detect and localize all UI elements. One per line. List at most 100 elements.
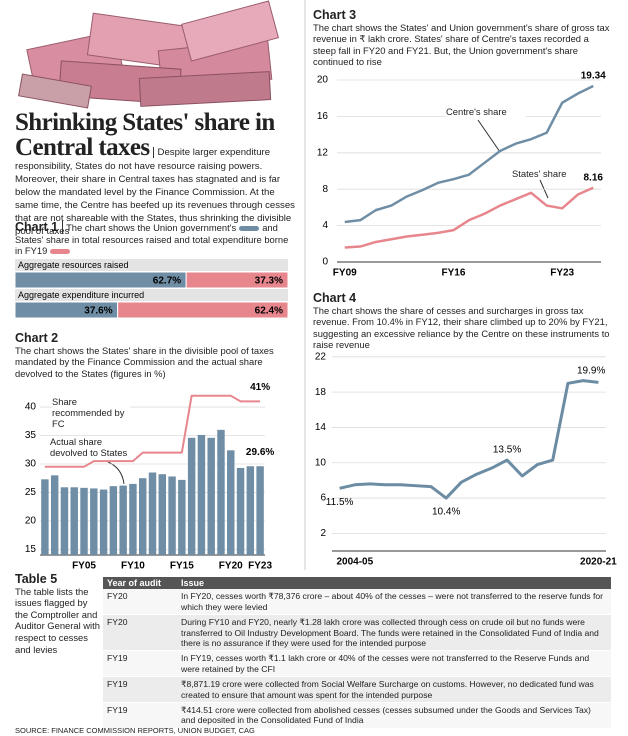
table-cell: FY19: [103, 702, 177, 729]
y-tick-label: 10: [315, 457, 327, 468]
note: [181, 0, 279, 62]
x-tick-label: FY16: [442, 268, 466, 279]
value-label: 37.3%: [255, 276, 283, 287]
note: [18, 73, 92, 109]
bar: [207, 437, 215, 555]
column-header: Year of audit: [103, 577, 177, 590]
annotation: Centre's share: [446, 106, 526, 117]
chart-3-caption: Chart 3 The chart shows the States' and …: [313, 9, 613, 68]
intro: Despite larger expenditure responsibilit…: [15, 147, 295, 237]
bar: [50, 475, 59, 555]
series-line: [344, 84, 594, 224]
value-label: 41%: [250, 382, 270, 393]
series-line: [44, 394, 261, 468]
table-cell: During FY10 and FY20, nearly ₹1.28 lakh …: [177, 614, 611, 652]
source: SOURCE: FINANCE COMMISSION REPORTS, UNIO…: [15, 726, 255, 735]
annotation: 11.5%: [326, 497, 354, 508]
table-row: FY19 In FY19, cesses worth ₹1.1 lakh cror…: [103, 650, 611, 678]
y-tick-label: 18: [315, 387, 327, 398]
y-tick-label: 4: [322, 220, 328, 231]
headline: Shrinking States' share in Central taxes: [15, 109, 275, 161]
bar-segment: [185, 271, 289, 289]
label-band: [15, 289, 288, 301]
table-description: The table lists the issues flagged by th…: [15, 585, 100, 655]
y-tick-label: 16: [317, 111, 329, 122]
y-tick-label: 6: [320, 493, 326, 504]
y-tick-label: 40: [25, 402, 37, 413]
bar: [129, 483, 137, 555]
table-cell: FY20: [103, 589, 177, 616]
y-tick-label: 12: [317, 147, 329, 158]
annotation: Actual share devolved to States: [50, 436, 136, 458]
y-tick-label: 8: [322, 184, 328, 195]
bar: [227, 450, 235, 555]
bar: [256, 466, 264, 555]
bar: [109, 486, 118, 555]
x-tick-label: 2004-05: [336, 557, 373, 568]
table-cell: FY19: [103, 676, 177, 704]
chart-subtitle: The chart shows the States' and Union go…: [313, 21, 610, 68]
bar: [178, 479, 186, 555]
x-tick-label: 2020-21: [580, 557, 617, 568]
audit-table: Year of audit Issue FY20 In FY20, cesses wo…: [103, 577, 611, 729]
arrow: [477, 119, 501, 153]
column-header: Issue: [177, 577, 611, 590]
bar: [217, 429, 225, 555]
chart-1-caption: Chart 1 The chart shows the Union governm…: [15, 220, 297, 257]
chart-title: Chart 1: [15, 220, 64, 234]
money-illustration: [18, 0, 279, 109]
y-tick-label: 20: [25, 516, 37, 527]
y-tick-label: 20: [317, 75, 329, 86]
x-tick-label: FY23: [248, 561, 272, 572]
y-tick-label: 2: [320, 528, 326, 539]
y-tick-label: 30: [25, 459, 37, 470]
table-title: Table 5: [15, 572, 58, 586]
bar: [70, 487, 78, 555]
category-label: Aggregate expenditure incurred: [18, 290, 144, 300]
note: [138, 71, 272, 107]
x-tick-label: FY20: [219, 561, 243, 572]
value-label: 37.6%: [84, 306, 112, 317]
table-cell: ₹414.51 crore were collected from abolis…: [177, 702, 611, 729]
x-tick-label: FY23: [550, 268, 574, 279]
y-tick-label: 25: [25, 487, 37, 498]
bar: [99, 489, 108, 555]
table-caption: Table 5 The table lists the issues flagg…: [15, 572, 100, 655]
x-tick-label: FY10: [121, 561, 145, 572]
bar: [60, 487, 69, 555]
label-band: [15, 259, 288, 271]
header: Shrinking States' share in Central taxes…: [15, 110, 298, 238]
value-label: 62.7%: [153, 276, 181, 287]
table-cell: In FY19, cesses worth ₹1.1 lakh crore or…: [177, 650, 611, 678]
y-tick-label: 0: [322, 257, 328, 268]
annotation: Share recommended by FC: [52, 396, 130, 429]
table-cell: In FY20, cesses worth ₹78,376 crore – ab…: [177, 589, 611, 616]
series-line: [344, 186, 594, 249]
x-tick-label: FY09: [333, 268, 357, 279]
bar-segment: [117, 301, 289, 319]
chart-subtitle: and States' share in total resources rai…: [15, 222, 289, 257]
bar: [119, 485, 127, 555]
annotation: 19.9%: [577, 365, 605, 376]
chart-2-caption: Chart 2 The chart shows the States' shar…: [15, 332, 300, 379]
chart-subtitle: The chart shows the share of cesses and …: [313, 304, 610, 351]
x-tick-label: FY15: [170, 561, 194, 572]
legend-swatch: [50, 249, 71, 255]
table-row: FY20 In FY20, cesses worth ₹78,376 crore …: [103, 589, 611, 616]
bar: [246, 466, 255, 555]
annotation: States' share: [512, 168, 582, 179]
bar: [41, 479, 49, 555]
end-label: 8.16: [584, 172, 604, 183]
value-label: 29.6%: [246, 447, 274, 458]
table-cell: ₹8,871.19 crore were collected from Soci…: [177, 676, 611, 704]
table-cell: FY19: [103, 650, 177, 678]
chart-title: Chart 4: [313, 291, 357, 305]
bar: [197, 434, 206, 555]
table-row: FY19 ₹414.51 crore were collected from ab…: [103, 702, 611, 729]
chart-4-caption: Chart 4 The chart shows the share of ces…: [313, 291, 613, 351]
table-row: FY19 ₹8,871.19 crore were collected from …: [103, 676, 611, 704]
bar: [236, 467, 245, 555]
series-line: [339, 379, 599, 500]
bar: [187, 437, 196, 555]
